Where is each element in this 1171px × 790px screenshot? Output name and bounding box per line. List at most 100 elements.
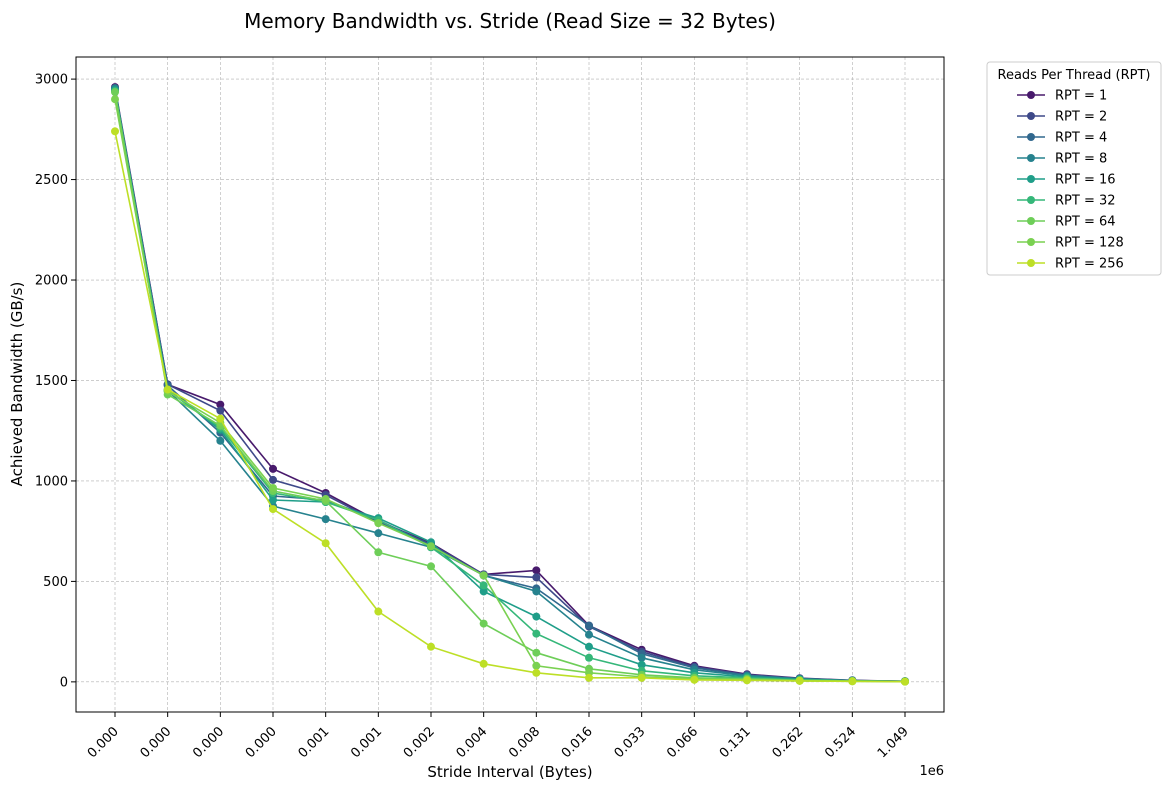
legend-item: RPT = 256: [1017, 257, 1124, 272]
data-point: [269, 496, 277, 505]
data-point: [532, 612, 541, 621]
x-tick-label: 1.049: [875, 724, 912, 761]
series-5: [111, 86, 909, 686]
data-point: [479, 619, 488, 628]
y-tick-label: 2500: [35, 173, 68, 188]
x-tick-label: 0.262: [770, 724, 807, 761]
data-point: [532, 668, 541, 677]
x-tick-label: 0.004: [454, 724, 491, 761]
legend-swatch-marker: [1027, 217, 1035, 225]
data-point: [532, 661, 541, 670]
data-point: [848, 677, 857, 686]
series-lines: [111, 83, 909, 686]
data-point: [269, 464, 277, 473]
data-point: [269, 475, 277, 484]
x-tick-label: 0.008: [506, 724, 543, 761]
series-line: [114, 90, 906, 683]
data-point: [479, 587, 488, 596]
data-point: [532, 587, 541, 596]
y-tick-label: 2000: [35, 274, 68, 289]
legend-title: Reads Per Thread (RPT): [998, 68, 1151, 83]
data-point: [269, 505, 277, 514]
legend-label: RPT = 64: [1055, 215, 1116, 230]
legend-label: RPT = 2: [1055, 110, 1107, 125]
legend-label: RPT = 128: [1055, 236, 1124, 251]
x-tick-label: 0.001: [296, 724, 333, 761]
x-tick-label: 0.033: [612, 724, 649, 761]
legend-swatch-marker: [1027, 175, 1035, 183]
series-line: [114, 92, 906, 683]
data-point: [532, 566, 541, 575]
legend-item: RPT = 1: [1017, 89, 1107, 104]
data-point: [532, 629, 541, 638]
legend-item: RPT = 16: [1017, 173, 1116, 188]
data-point: [427, 642, 435, 651]
y-axis-ticks: 0 500 1000 1500 2000 2500 3000: [35, 73, 76, 690]
data-point: [111, 127, 119, 136]
data-point: [374, 607, 383, 616]
x-tick-label: 0.066: [664, 724, 701, 761]
data-point: [321, 539, 330, 548]
x-tick-label: 0.016: [559, 724, 596, 761]
series-3: [111, 86, 909, 686]
series-line: [114, 131, 906, 683]
series-line: [114, 88, 906, 683]
series-line: [114, 87, 906, 683]
legend-item: RPT = 4: [1017, 131, 1107, 146]
data-point: [374, 529, 383, 538]
legend-label: RPT = 8: [1055, 152, 1107, 167]
data-point: [637, 653, 646, 662]
data-point: [216, 414, 225, 423]
legend-swatch-marker: [1027, 91, 1035, 99]
data-point: [479, 571, 488, 580]
data-point: [321, 515, 330, 524]
data-point: [163, 385, 172, 394]
legend-item: RPT = 32: [1017, 194, 1116, 209]
legend-item: RPT = 128: [1017, 236, 1124, 251]
data-point: [585, 673, 593, 682]
x-tick-label: 0.000: [243, 724, 280, 761]
data-point: [216, 406, 225, 415]
x-tick-label: 0.001: [348, 724, 385, 761]
legend: Reads Per Thread (RPT) RPT = 1 RPT = 2 RPT…: [986, 61, 1162, 276]
series-line: [114, 86, 906, 683]
data-point: [216, 400, 225, 409]
data-point: [585, 630, 593, 639]
grid-lines: [76, 57, 944, 712]
data-point: [111, 95, 119, 104]
x-tick-label: 0.000: [138, 724, 175, 761]
legend-label: RPT = 4: [1055, 131, 1107, 146]
data-point: [374, 519, 383, 528]
data-point: [637, 673, 646, 682]
x-axis-ticks: 0.000 0.000 0.000 0.000 0.001 0.001 0.002 0.004…: [85, 712, 912, 761]
series-7: [111, 88, 909, 686]
series-1: [111, 83, 909, 686]
data-point: [479, 659, 488, 668]
data-point: [901, 677, 909, 686]
legend-label: RPT = 32: [1055, 194, 1116, 209]
y-tick-label: 3000: [35, 73, 68, 88]
legend-swatch-marker: [1027, 154, 1035, 162]
y-tick-label: 0: [60, 675, 68, 690]
data-point: [427, 562, 435, 571]
data-point: [743, 676, 751, 685]
series-8: [111, 95, 909, 686]
series-2: [111, 85, 909, 686]
y-tick-label: 500: [43, 575, 68, 590]
x-axis-offset-label: 1e6: [919, 764, 944, 779]
data-point: [427, 542, 435, 551]
data-point: [637, 660, 646, 669]
legend-item: RPT = 8: [1017, 152, 1107, 167]
legend-swatch-marker: [1027, 238, 1035, 246]
data-point: [585, 642, 593, 651]
legend-label: RPT = 1: [1055, 89, 1107, 104]
x-tick-label: 0.000: [190, 724, 227, 761]
legend-label: RPT = 16: [1055, 173, 1116, 188]
y-tick-label: 1000: [35, 474, 68, 489]
data-point: [532, 648, 541, 657]
chart-title: Memory Bandwidth vs. Stride (Read Size =…: [244, 9, 776, 33]
legend-swatch-marker: [1027, 112, 1035, 120]
data-point: [216, 436, 225, 445]
legend-swatch-marker: [1027, 196, 1035, 204]
